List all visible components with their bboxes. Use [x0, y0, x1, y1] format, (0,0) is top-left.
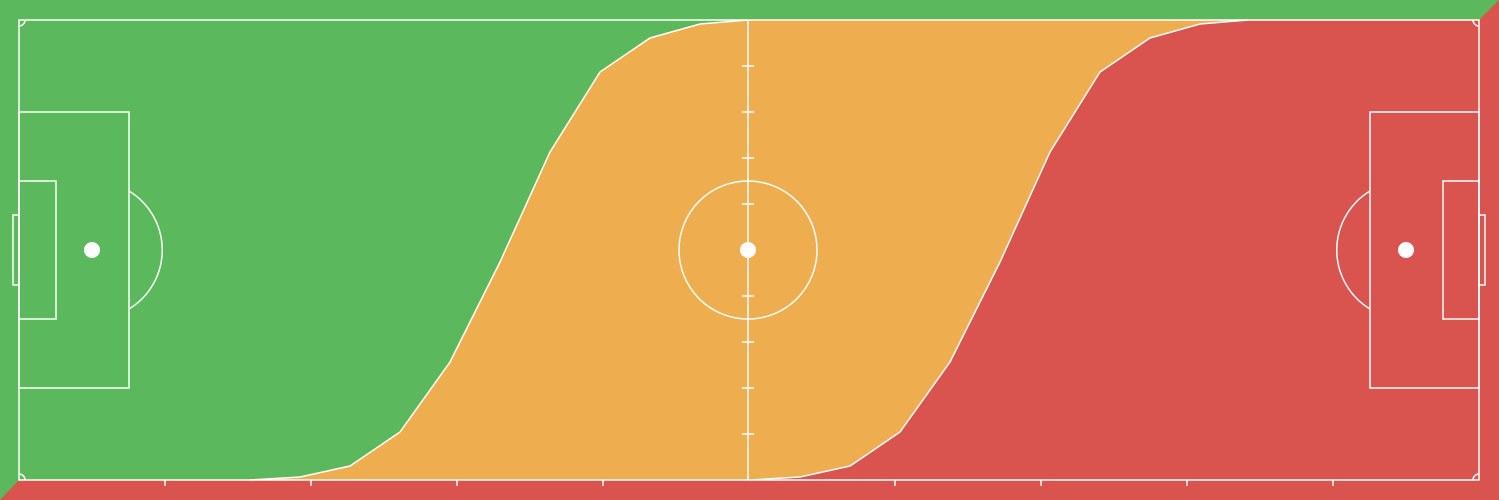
zone-boundary — [249, 19, 749, 481]
goal — [12, 214, 20, 286]
penalty-spot — [1398, 242, 1414, 258]
penalty-arc — [128, 190, 163, 310]
zone-boundary — [749, 19, 1249, 481]
corner-arcs — [18, 19, 1480, 481]
pitch-lines — [12, 19, 1486, 486]
centre-spot — [740, 242, 756, 258]
goal — [1478, 214, 1486, 286]
centre-circle — [678, 180, 818, 320]
penalty-spot — [84, 242, 100, 258]
zone — [19, 20, 748, 480]
penalty-arc — [1336, 190, 1371, 310]
